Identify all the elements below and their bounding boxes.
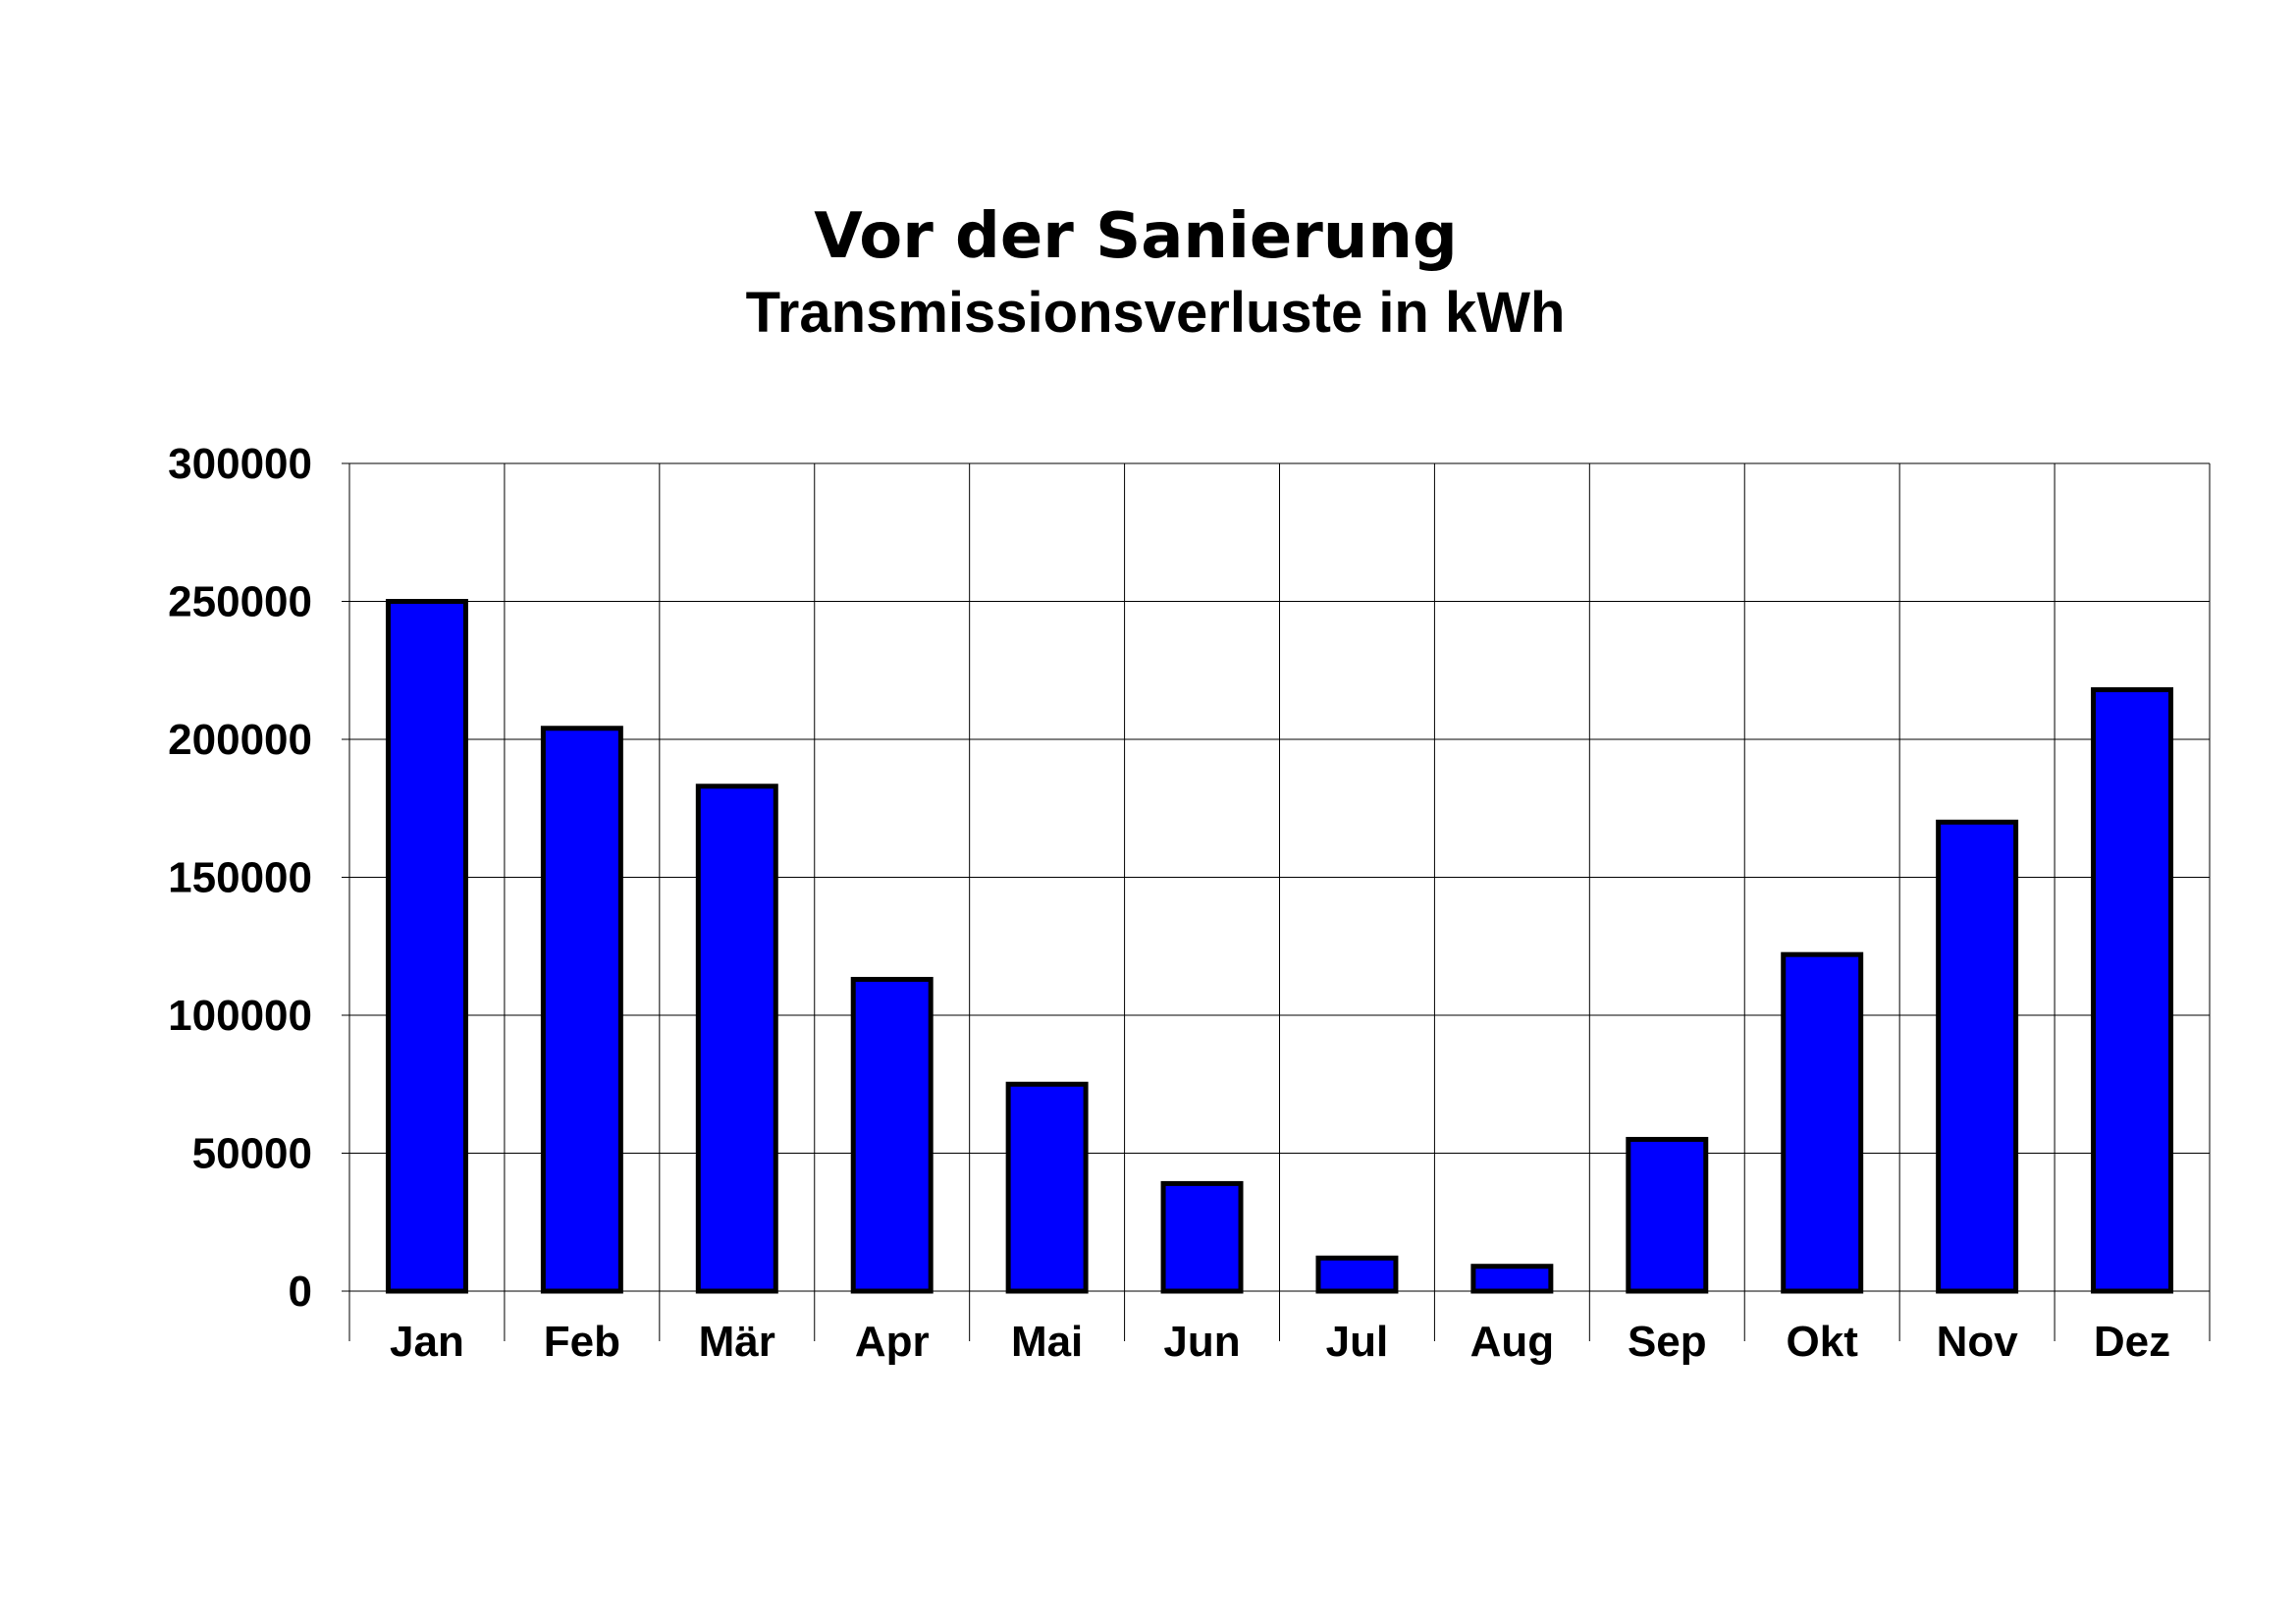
x-tick-label: Aug bbox=[1470, 1318, 1555, 1366]
bar-okt bbox=[1781, 951, 1864, 1294]
y-tick-label: 100000 bbox=[168, 992, 312, 1040]
x-tick-label: Jan bbox=[390, 1318, 464, 1366]
x-tick-label: Okt bbox=[1787, 1318, 1859, 1366]
bar-aug bbox=[1470, 1264, 1554, 1294]
bar-dez bbox=[2091, 686, 2174, 1294]
y-tick-label: 300000 bbox=[168, 440, 312, 488]
y-tick-label: 250000 bbox=[168, 578, 312, 626]
x-axis-ticks: Jan Feb Mär Apr Mai Jun Jul Aug Sep Okt Nov Dez bbox=[390, 1318, 2170, 1366]
x-tick-label: Jun bbox=[1163, 1318, 1240, 1366]
x-tick-label: Dez bbox=[2094, 1318, 2170, 1366]
y-tick-label: 200000 bbox=[168, 716, 312, 764]
x-tick-label: Mai bbox=[1011, 1318, 1083, 1366]
bar-nov bbox=[1936, 819, 2019, 1294]
bars bbox=[385, 599, 2174, 1294]
bar-apr bbox=[850, 976, 934, 1294]
chart-title: Vor der Sanierung bbox=[814, 200, 1458, 273]
bar-mär bbox=[695, 784, 778, 1294]
bar-feb bbox=[540, 726, 623, 1294]
bar-mai bbox=[1005, 1081, 1089, 1294]
y-tick-label: 0 bbox=[289, 1268, 312, 1316]
bar-jul bbox=[1315, 1255, 1399, 1294]
gridlines bbox=[342, 462, 2211, 1341]
x-tick-label: Jul bbox=[1326, 1318, 1389, 1366]
y-tick-label: 150000 bbox=[168, 854, 312, 902]
bar-jan bbox=[385, 599, 468, 1294]
x-tick-label: Nov bbox=[1937, 1318, 2019, 1366]
y-axis-ticks: 0 50000 100000 150000 200000 250000 300000 bbox=[168, 440, 312, 1316]
y-tick-label: 50000 bbox=[192, 1130, 312, 1178]
x-tick-label: Apr bbox=[855, 1318, 930, 1366]
bar-jun bbox=[1160, 1180, 1244, 1294]
x-tick-label: Mär bbox=[699, 1318, 775, 1366]
x-tick-label: Feb bbox=[544, 1318, 620, 1366]
bar-sep bbox=[1626, 1136, 1709, 1294]
chart-subtitle: Transmissionsverluste in kWh bbox=[746, 281, 1566, 345]
x-tick-label: Sep bbox=[1628, 1318, 1707, 1366]
